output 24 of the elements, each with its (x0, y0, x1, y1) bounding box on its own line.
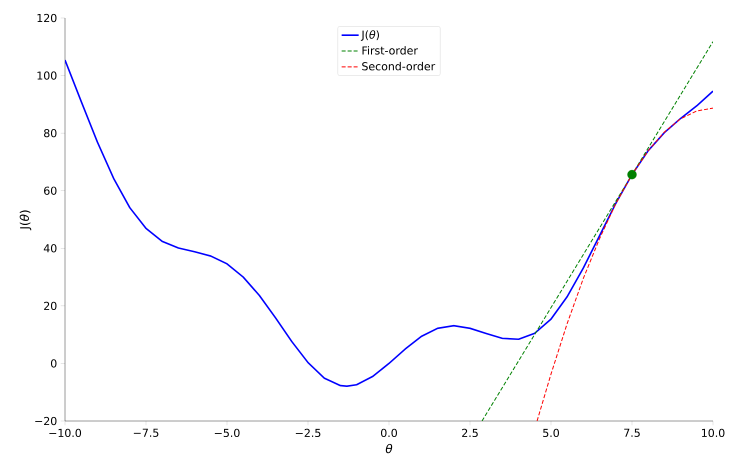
x-tick-label: 5.0 (543, 428, 559, 438)
line-series (536, 108, 714, 421)
line-series (65, 59, 714, 387)
y-tick-label: 80 (44, 129, 56, 138)
y-tick-label: 0 (50, 359, 56, 368)
y-tick-label: 60 (44, 186, 56, 195)
x-tick-label: −5.0 (214, 428, 240, 438)
legend-label: First-order (362, 46, 418, 55)
x-tick-label: 10.0 (702, 428, 724, 438)
x-tick-label: 0.0 (381, 428, 397, 438)
x-tick-label: −10.0 (49, 428, 82, 438)
legend-label: Second-order (362, 62, 436, 70)
x-axis-title: θ (386, 444, 392, 454)
y-tick-label: 120 (38, 14, 56, 22)
y-tick-label: 100 (38, 71, 56, 80)
y-tick-label: −20 (35, 416, 56, 426)
x-tick-label: −7.5 (134, 428, 158, 437)
x-tick-label: −2.5 (296, 428, 320, 438)
x-tick-label: 2.5 (462, 428, 478, 438)
y-tick-label: 40 (44, 244, 56, 252)
y-axis-title: J(θ) (20, 210, 32, 230)
x-tick-label: 7.5 (624, 428, 640, 437)
legend-label: J(θ) (360, 30, 379, 41)
y-tick-label: 20 (44, 302, 56, 310)
